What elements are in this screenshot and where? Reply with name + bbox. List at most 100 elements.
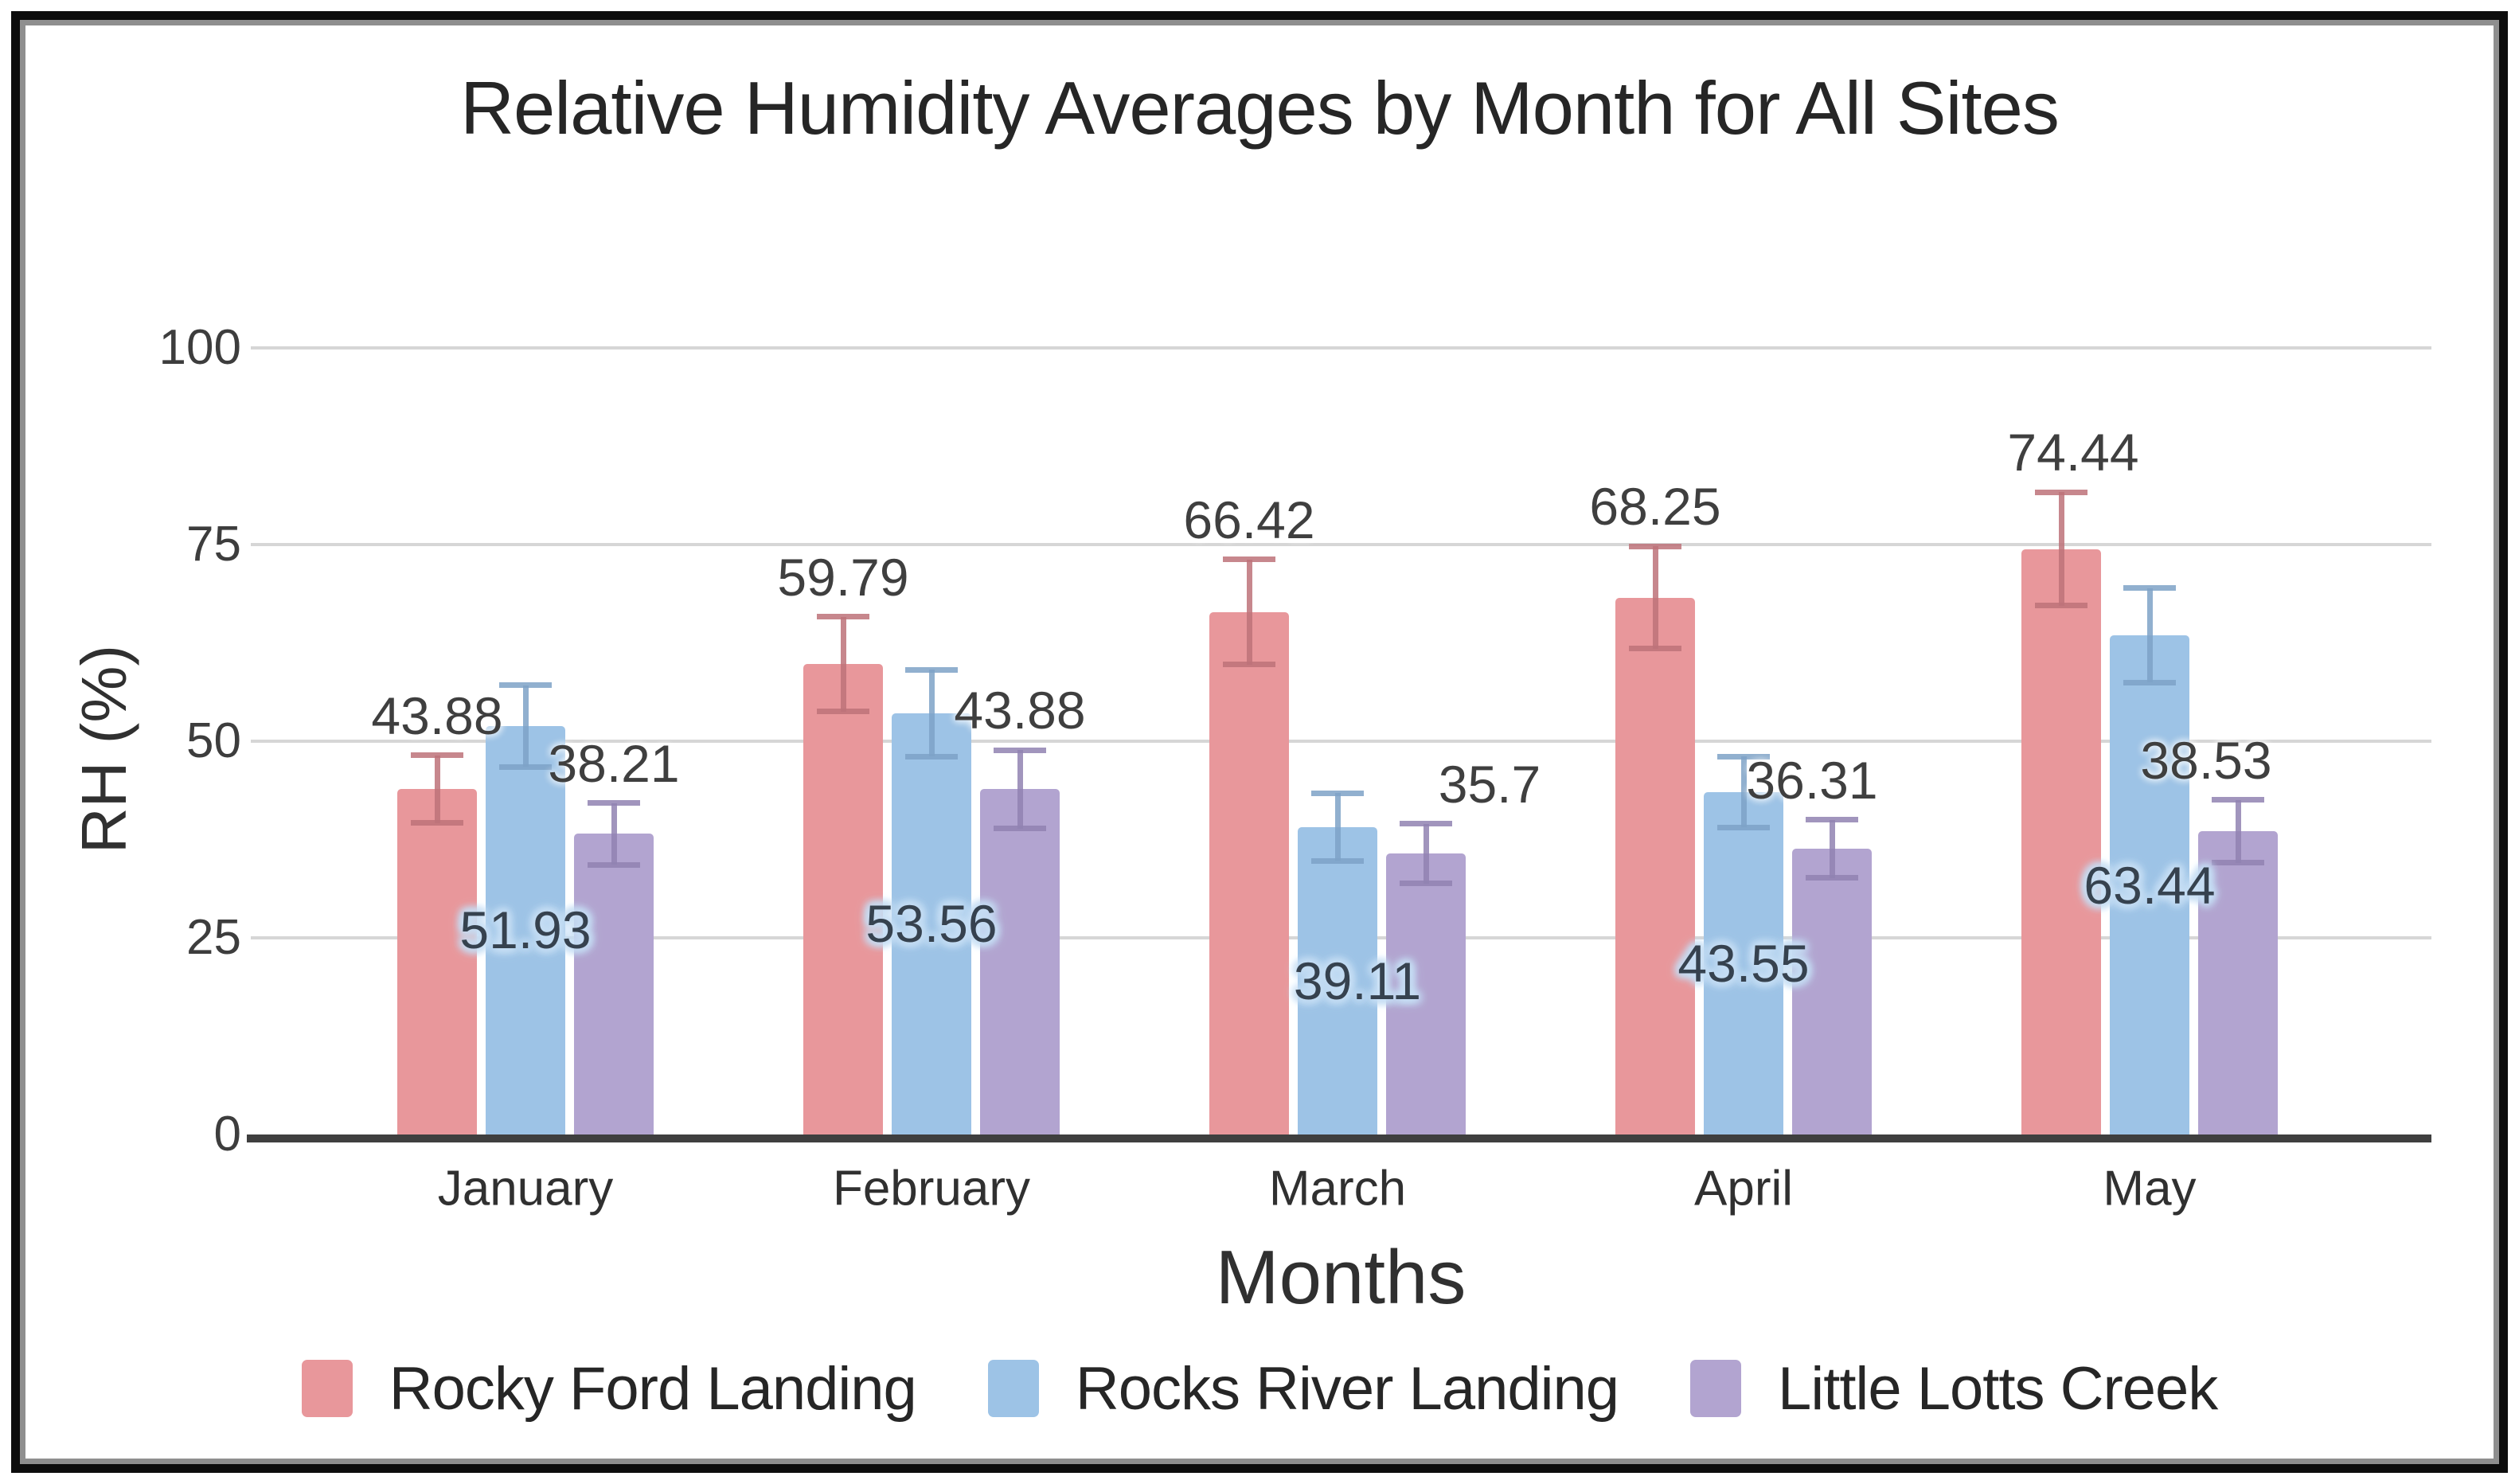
- error-bar-whisker: [1246, 559, 1252, 665]
- error-bar-cap: [1400, 821, 1452, 827]
- error-bar-cap: [1806, 875, 1858, 881]
- error-bar-whisker: [611, 803, 617, 865]
- data-label: 68.25: [1589, 477, 1721, 537]
- error-bar-cap: [817, 709, 869, 715]
- error-bar-cap: [2123, 585, 2176, 592]
- error-bar-whisker: [2058, 492, 2064, 606]
- bar-rocky-ford-landing: [1615, 597, 1695, 1134]
- error-bar-cap: [905, 666, 958, 673]
- error-bar-cap: [1400, 881, 1452, 887]
- error-bar-whisker: [1829, 819, 1835, 878]
- error-bar-whisker: [1423, 823, 1429, 884]
- bar-little-lotts-creek: [2198, 831, 2278, 1134]
- data-label: 43.55: [1677, 933, 1810, 993]
- error-bar-cap: [905, 753, 958, 760]
- error-bar-cap: [1311, 790, 1364, 796]
- error-bar-cap: [588, 861, 640, 868]
- y-axis-tick-label: 100: [158, 320, 241, 376]
- error-bar-cap: [1223, 662, 1275, 668]
- bar-little-lotts-creek: [980, 789, 1060, 1134]
- legend-label: Rocky Ford Landing: [389, 1354, 917, 1423]
- error-bar-cap: [411, 752, 463, 759]
- data-label: 39.11: [1293, 951, 1422, 1010]
- legend-label: Little Lotts Creek: [1778, 1354, 2218, 1423]
- error-bar-whisker: [928, 670, 935, 757]
- error-bar-cap: [2035, 603, 2087, 609]
- bar-rocky-ford-landing: [2021, 549, 2101, 1134]
- x-axis-tick-label: March: [1268, 1161, 1407, 1216]
- legend-item: Rocky Ford Landing: [301, 1354, 917, 1423]
- legend-label: Rocks River Landing: [1075, 1354, 1619, 1423]
- bar-rocky-ford-landing: [803, 664, 883, 1134]
- data-label: 38.21: [548, 733, 680, 793]
- y-axis-title: RH (%): [68, 644, 139, 854]
- y-gridline: [251, 543, 2431, 546]
- error-bar-cap: [499, 763, 552, 770]
- error-bar-cap: [817, 614, 869, 620]
- error-bar-cap: [994, 826, 1046, 832]
- data-label: 43.88: [954, 681, 1086, 740]
- y-gridline: [251, 740, 2431, 743]
- error-bar-cap: [1223, 556, 1275, 563]
- x-axis-line: [247, 1134, 2431, 1142]
- error-bar-cap: [499, 682, 552, 689]
- error-bar-whisker: [1740, 756, 1747, 828]
- x-axis-tick-label: April: [1693, 1161, 1794, 1216]
- data-label: 51.93: [459, 900, 592, 960]
- x-axis-tick-label: May: [2103, 1161, 2197, 1216]
- legend-item: Rocks River Landing: [987, 1354, 1619, 1423]
- error-bar-whisker: [1334, 793, 1341, 861]
- error-bar-cap: [2123, 679, 2176, 685]
- error-bar-whisker: [2235, 799, 2241, 863]
- error-bar-whisker: [840, 616, 846, 712]
- error-bar-cap: [2212, 860, 2264, 866]
- error-bar-whisker: [1652, 546, 1658, 649]
- error-bar-cap: [411, 820, 463, 826]
- y-axis-tick-label: 25: [186, 910, 241, 966]
- x-axis-tick-label: January: [437, 1161, 614, 1216]
- bar-little-lotts-creek: [574, 834, 654, 1134]
- legend-swatch-icon: [301, 1360, 353, 1417]
- error-bar-cap: [1629, 543, 1681, 549]
- error-bar-whisker: [522, 685, 529, 767]
- error-bar-whisker: [434, 755, 440, 823]
- error-bar-cap: [1806, 817, 1858, 823]
- legend: Rocky Ford Landing Rocks River Landing Lit…: [0, 1352, 2519, 1425]
- bar-rocks-river-landing: [486, 725, 565, 1134]
- bar-rocky-ford-landing: [397, 789, 477, 1134]
- error-bar-cap: [588, 800, 640, 806]
- data-label: 35.7: [1438, 754, 1541, 814]
- bar-rocky-ford-landing: [1209, 611, 1289, 1134]
- data-label: 63.44: [2084, 855, 2216, 915]
- error-bar-cap: [994, 747, 1046, 753]
- data-label: 43.88: [371, 685, 503, 745]
- error-bar-whisker: [2146, 588, 2153, 683]
- y-gridline: [251, 346, 2431, 350]
- legend-swatch-icon: [987, 1360, 1039, 1417]
- bar-rocks-river-landing: [2110, 635, 2189, 1134]
- legend-item: Little Lotts Creek: [1690, 1354, 2218, 1423]
- bar-rocks-river-landing: [892, 713, 971, 1134]
- data-label: 36.31: [1746, 750, 1878, 810]
- y-axis-tick-label: 0: [213, 1107, 241, 1162]
- bar-rocks-river-landing: [1704, 791, 1783, 1134]
- chart-title: Relative Humidity Averages by Month for …: [460, 66, 2060, 150]
- y-axis-tick-label: 75: [186, 517, 241, 572]
- x-axis-tick-label: February: [832, 1161, 1031, 1216]
- data-label: 74.44: [2007, 423, 2139, 482]
- error-bar-cap: [2035, 489, 2087, 495]
- error-bar-cap: [2212, 797, 2264, 803]
- bar-little-lotts-creek: [1386, 853, 1466, 1134]
- error-bar-cap: [1717, 753, 1770, 760]
- bar-rocks-river-landing: [1298, 826, 1377, 1134]
- error-bar-cap: [1717, 824, 1770, 830]
- data-label: 38.53: [2140, 730, 2272, 790]
- error-bar-cap: [1629, 646, 1681, 652]
- legend-swatch-icon: [1690, 1360, 1742, 1417]
- error-bar-cap: [1311, 857, 1364, 864]
- error-bar-whisker: [1017, 750, 1023, 829]
- data-label: 53.56: [865, 894, 998, 954]
- bar-little-lotts-creek: [1792, 849, 1872, 1134]
- x-axis-title: Months: [1215, 1235, 1466, 1320]
